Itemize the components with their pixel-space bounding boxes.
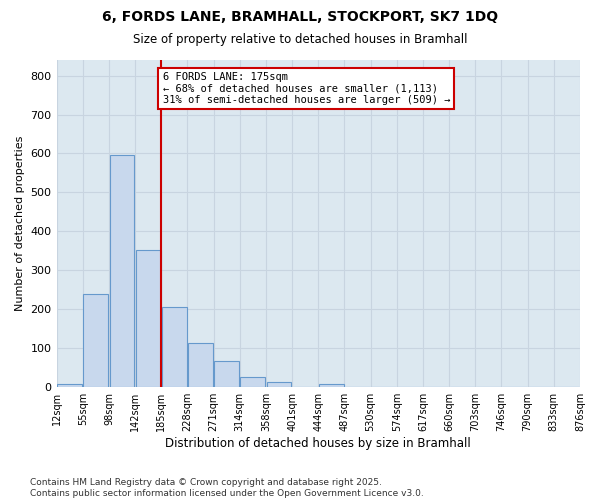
Bar [136,250,161,387]
Bar [319,384,344,387]
Text: Contains HM Land Registry data © Crown copyright and database right 2025.
Contai: Contains HM Land Registry data © Crown c… [30,478,424,498]
Y-axis label: Number of detached properties: Number of detached properties [15,136,25,312]
Bar [266,382,292,387]
Bar [110,155,134,387]
Text: 6 FORDS LANE: 175sqm
← 68% of detached houses are smaller (1,113)
31% of semi-de: 6 FORDS LANE: 175sqm ← 68% of detached h… [163,72,450,105]
X-axis label: Distribution of detached houses by size in Bramhall: Distribution of detached houses by size … [166,437,471,450]
Text: 6, FORDS LANE, BRAMHALL, STOCKPORT, SK7 1DQ: 6, FORDS LANE, BRAMHALL, STOCKPORT, SK7 … [102,10,498,24]
Bar [57,384,82,387]
Bar [214,360,239,387]
Bar [83,294,108,387]
Bar [162,308,187,387]
Bar [188,343,213,387]
Text: Size of property relative to detached houses in Bramhall: Size of property relative to detached ho… [133,32,467,46]
Bar [241,378,265,387]
